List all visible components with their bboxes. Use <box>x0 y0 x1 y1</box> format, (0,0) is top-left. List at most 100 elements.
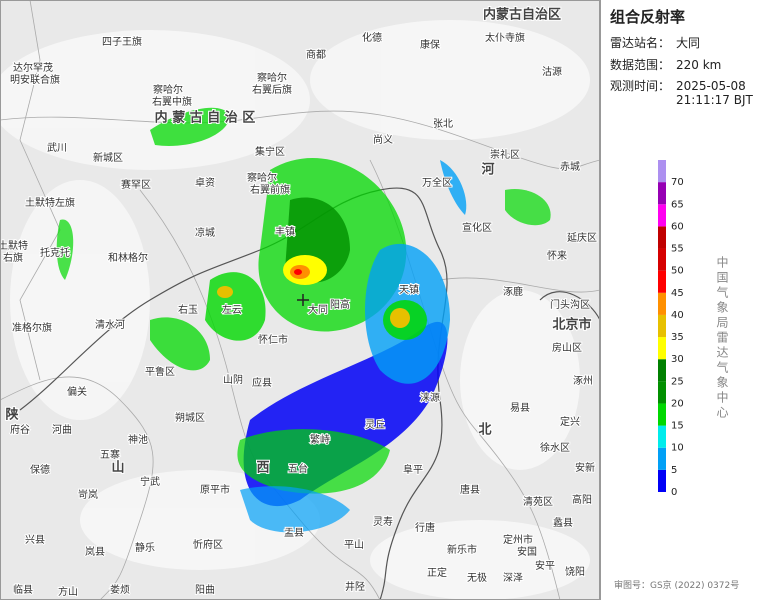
place-label: 延庆区 <box>567 231 597 244</box>
colorbar-tick-label: 40 <box>671 310 684 321</box>
place-label: 新城区 <box>93 151 123 164</box>
colorbar-tick-label: 65 <box>671 199 684 210</box>
place-label: 右翼前旗 <box>250 183 290 196</box>
place-label: 北京市 <box>552 317 591 333</box>
place-label: 左云 <box>222 303 242 316</box>
place-label: 安平 <box>535 559 555 572</box>
colorbar-tick-label: 60 <box>671 221 684 232</box>
place-label: 静乐 <box>135 541 155 554</box>
place-label: 定兴 <box>560 415 580 428</box>
place-label: 托克托 <box>40 246 70 259</box>
place-label: 尚义 <box>373 133 393 146</box>
place-label: 康保 <box>420 38 440 51</box>
place-label: 怀来 <box>547 250 567 262</box>
place-label: 土默特左旗 <box>25 196 75 209</box>
colorbar-tick-label: 35 <box>671 332 684 343</box>
place-label: 内 蒙 古 自 治 区 <box>155 110 256 126</box>
place-label: 清苑区 <box>523 495 553 508</box>
color-bin <box>658 469 666 492</box>
place-label: 保德 <box>30 463 50 476</box>
color-bin <box>658 182 666 205</box>
place-label: 平山 <box>344 539 364 551</box>
color-bin <box>658 292 666 315</box>
info-row: 观测时间： 2025-05-08 <box>610 77 746 94</box>
colorbar-tick-label: 55 <box>671 244 684 255</box>
place-label: 西 <box>256 461 269 476</box>
approval-number: 审图号：GS京 (2022) 0372号 <box>614 581 740 591</box>
place-label: 商都 <box>306 48 326 61</box>
colorbar-tick-label: 10 <box>671 443 684 454</box>
place-label: 达尔罕茂 <box>13 61 53 74</box>
place-label: 赤城 <box>560 161 580 173</box>
color-bin <box>658 359 666 382</box>
place-label: 右旗 <box>3 251 23 264</box>
province-borders <box>19 187 600 600</box>
place-label: 大同 <box>308 303 328 316</box>
place-label: 门头沟区 <box>550 298 590 311</box>
place-label: 原平市 <box>200 483 230 496</box>
place-label: 蠡县 <box>553 516 573 529</box>
place-label: 五台 <box>288 462 308 475</box>
place-label: 山阴 <box>223 374 243 386</box>
place-label: 新乐市 <box>447 543 477 556</box>
place-label: 右翼中旗 <box>152 95 192 108</box>
place-label: 沽源 <box>542 65 562 78</box>
colorbar-tick-label: 45 <box>671 288 684 299</box>
place-label: 岢岚 <box>78 489 98 501</box>
place-label: 北 <box>478 423 491 438</box>
place-label: 饶阳 <box>565 565 585 578</box>
place-label: 怀仁市 <box>258 333 288 346</box>
place-label: 赛罕区 <box>121 178 151 191</box>
place-label: 武川 <box>47 141 67 154</box>
radar-echo <box>56 107 551 533</box>
color-bin <box>658 425 666 448</box>
color-bin <box>658 447 666 470</box>
info-label: 观测时间： <box>610 79 671 93</box>
color-bin <box>658 403 666 426</box>
place-label: 府谷 <box>10 423 30 436</box>
place-label: 崇礼区 <box>490 148 520 161</box>
place-label: 山 <box>111 460 124 476</box>
place-label: 涿鹿 <box>503 285 523 298</box>
place-label: 深泽 <box>503 572 523 584</box>
place-label: 忻府区 <box>193 538 223 551</box>
place-label: 临县 <box>13 583 33 596</box>
place-label: 陕 <box>5 407 19 423</box>
place-label: 丰镇 <box>275 225 295 238</box>
colorbar-tick-label: 30 <box>671 354 684 365</box>
colorbar-tick-label: 0 <box>671 487 677 498</box>
place-label: 万全区 <box>422 176 452 189</box>
panel-title: 组合反射率 <box>610 8 686 26</box>
info-row: 21:11:17 BJT <box>610 93 753 107</box>
place-label: 涿州 <box>573 375 593 387</box>
colorbar-tick-label: 5 <box>671 465 677 476</box>
place-label: 繁峙 <box>310 433 330 446</box>
place-label: 行唐 <box>415 521 435 534</box>
place-label: 岚县 <box>85 546 105 558</box>
credit: 中国气象局雷达气象中心 <box>715 256 729 421</box>
place-label: 右翼后旗 <box>252 83 292 96</box>
info-label: 雷达站名： <box>610 36 671 50</box>
info-value: 2025-05-08 <box>676 79 746 93</box>
place-label: 准格尔旗 <box>12 321 52 334</box>
place-label: 明安联合旗 <box>10 73 60 86</box>
place-label: 兴县 <box>25 534 45 546</box>
info-value: 21:11:17 BJT <box>676 93 753 107</box>
place-label: 天镇 <box>399 283 419 296</box>
place-label: 正定 <box>427 566 447 579</box>
place-label: 阳高 <box>330 298 350 311</box>
place-label: 房山区 <box>552 341 582 354</box>
info-panel: 组合反射率 雷达站名： 大同 数据范围： 220 km 观测时间： 2025-05-08 2… <box>600 0 757 600</box>
place-label: 河曲 <box>52 424 72 436</box>
place-label: 唐县 <box>460 483 480 496</box>
place-label: 凉城 <box>195 226 215 239</box>
place-label: 清水河 <box>95 318 125 331</box>
place-label: 化德 <box>362 31 382 44</box>
color-bin <box>658 270 666 293</box>
terrain <box>0 20 590 600</box>
place-label: 偏关 <box>67 385 87 398</box>
place-label: 安国 <box>517 545 537 558</box>
place-label: 无极 <box>467 571 487 584</box>
place-label: 察哈尔 <box>153 83 183 96</box>
colorbar-tick-label: 50 <box>671 266 684 277</box>
